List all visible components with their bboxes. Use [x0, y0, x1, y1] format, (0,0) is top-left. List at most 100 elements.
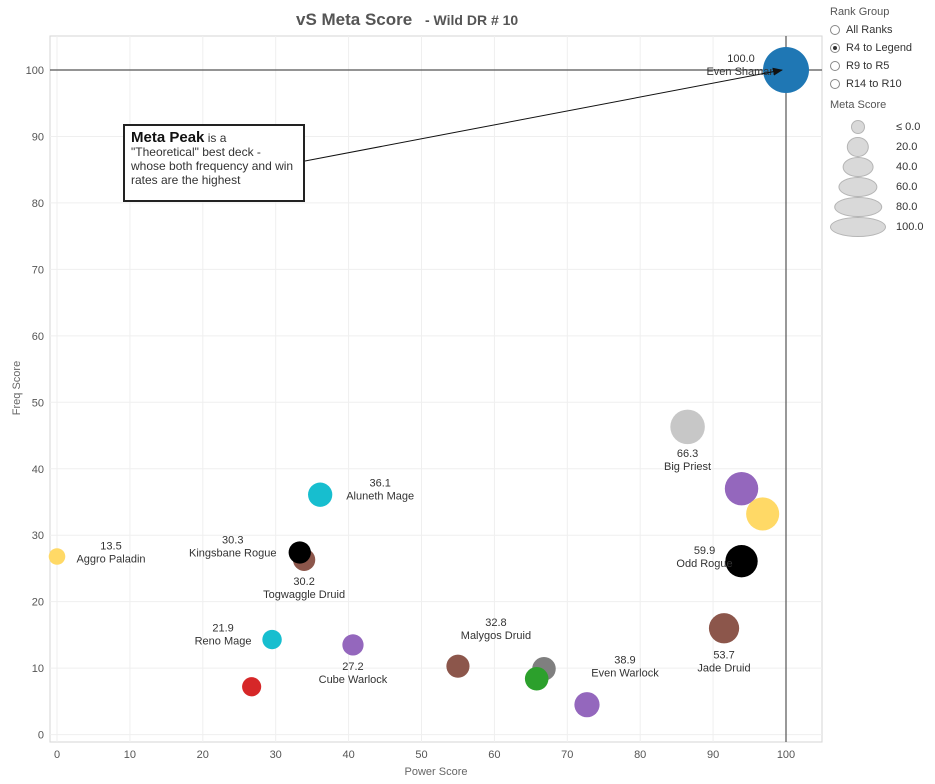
point-value-label: 21.9 [212, 623, 233, 635]
point-name-label: Even Shaman [706, 66, 775, 78]
x-tick-label: 60 [488, 749, 500, 761]
size-legend-label: ≤ 0.0 [896, 121, 921, 133]
point-value-label: 30.2 [293, 576, 314, 588]
rank-option-r14-to-r10[interactable]: R14 to R10 [830, 75, 935, 93]
point-name-label: Even Warlock [591, 668, 659, 680]
data-point[interactable] [724, 471, 759, 506]
data-points [48, 47, 809, 718]
point-name-label: Cube Warlock [319, 674, 388, 686]
rank-option-label: R9 to R5 [846, 60, 890, 72]
data-point[interactable] [670, 409, 705, 445]
y-tick-label: 100 [26, 65, 44, 77]
data-point[interactable] [763, 47, 809, 93]
x-tick-label: 100 [777, 749, 795, 761]
rank-option-label: R4 to Legend [846, 42, 913, 54]
size-legend: ≤ 0.0 20.0 40.0 60.0 80.0 100.0 [830, 117, 935, 237]
size-legend-item: 100.0 [830, 217, 935, 237]
point-name-label: Reno Mage [195, 636, 252, 648]
point-value-label: 32.8 [485, 617, 506, 629]
size-swatch [851, 120, 865, 134]
point-value-label: 27.2 [342, 661, 363, 673]
data-point[interactable] [708, 613, 740, 644]
x-tick-label: 80 [634, 749, 646, 761]
x-tick-label: 0 [54, 749, 60, 761]
y-tick-label: 10 [32, 663, 44, 675]
radio-icon[interactable] [830, 43, 840, 53]
size-legend-label: 20.0 [896, 141, 918, 153]
point-name-label: Malygos Druid [461, 630, 531, 642]
x-tick-label: 90 [707, 749, 719, 761]
data-point[interactable] [242, 677, 262, 697]
point-value-label: 13.5 [100, 540, 121, 552]
data-point[interactable] [48, 548, 66, 565]
point-value-label: 100.0 [727, 53, 755, 65]
point-name-label: Togwaggle Druid [263, 589, 345, 601]
x-tick-label: 20 [197, 749, 209, 761]
point-value-label: 38.9 [614, 655, 635, 667]
y-tick-label: 0 [38, 730, 44, 742]
y-tick-label: 60 [32, 331, 44, 343]
chart-title: vS Meta Score [296, 10, 412, 29]
size-legend-item: 60.0 [830, 177, 935, 197]
size-legend-label: 60.0 [896, 181, 918, 193]
x-tick-label: 70 [561, 749, 573, 761]
chart-subtitle: - Wild DR # 10 [425, 12, 518, 28]
meta-score-title: Meta Score [830, 99, 887, 111]
x-tick-label: 30 [270, 749, 282, 761]
rank-option-r9-to-r5[interactable]: R9 to R5 [830, 57, 935, 75]
size-swatch [834, 197, 882, 217]
data-point[interactable] [746, 497, 780, 531]
y-tick-label: 50 [32, 397, 44, 409]
size-legend-item: ≤ 0.0 [830, 117, 935, 137]
annotation-arrow [304, 67, 783, 162]
meta-peak-annotation: Meta Peak is a "Theoretical" best deck -… [123, 124, 305, 202]
size-swatch [838, 177, 878, 197]
annotation-arrow-line [304, 67, 783, 162]
y-axis-label: Freq Score [11, 361, 23, 415]
reference-lines [50, 36, 822, 742]
data-point[interactable] [342, 634, 364, 656]
data-point[interactable] [574, 692, 600, 718]
size-swatch [842, 157, 874, 177]
data-point[interactable] [288, 541, 311, 564]
point-value-label: 53.7 [713, 649, 734, 661]
y-tick-label: 20 [32, 597, 44, 609]
y-tick-label: 80 [32, 198, 44, 210]
size-legend-item: 80.0 [830, 197, 935, 217]
size-legend-label: 40.0 [896, 161, 918, 173]
point-name-label: Kingsbane Rogue [189, 547, 276, 559]
point-name-label: Aluneth Mage [346, 491, 414, 503]
point-value-label: 66.3 [677, 448, 698, 460]
y-tick-label: 90 [32, 131, 44, 143]
size-legend-item: 40.0 [830, 157, 935, 177]
radio-icon[interactable] [830, 79, 840, 89]
size-swatch [846, 137, 870, 157]
point-name-label: Jade Druid [697, 662, 750, 674]
data-point[interactable] [446, 654, 470, 678]
x-tick-label: 50 [415, 749, 427, 761]
y-tick-label: 30 [32, 530, 44, 542]
point-value-label: 36.1 [369, 478, 390, 490]
data-point[interactable] [262, 629, 282, 650]
annotation-text: is a "Theoretical" best deck - whose bot… [131, 131, 294, 187]
radio-icon[interactable] [830, 61, 840, 71]
point-name-label: Aggro Paladin [76, 553, 145, 565]
rank-option-r4-to-legend[interactable]: R4 to Legend [830, 39, 935, 57]
rank-group-title: Rank Group [830, 6, 890, 18]
annotation-bold: Meta Peak [131, 129, 205, 146]
rank-option-label: All Ranks [846, 24, 893, 36]
data-point[interactable] [308, 482, 333, 507]
y-tick-label: 70 [32, 264, 44, 276]
rank-option-all-ranks[interactable]: All Ranks [830, 21, 935, 39]
x-axis-label: Power Score [405, 766, 468, 778]
rank-option-label: R14 to R10 [846, 78, 902, 90]
size-legend-item: 20.0 [830, 137, 935, 157]
data-point[interactable] [524, 666, 549, 691]
radio-icon[interactable] [830, 25, 840, 35]
plot-frame [49, 35, 823, 743]
rank-group-filter: All Ranks R4 to Legend R9 to R5 R14 to R10 [830, 21, 935, 93]
x-tick-label: 40 [342, 749, 354, 761]
data-point[interactable] [725, 544, 758, 578]
